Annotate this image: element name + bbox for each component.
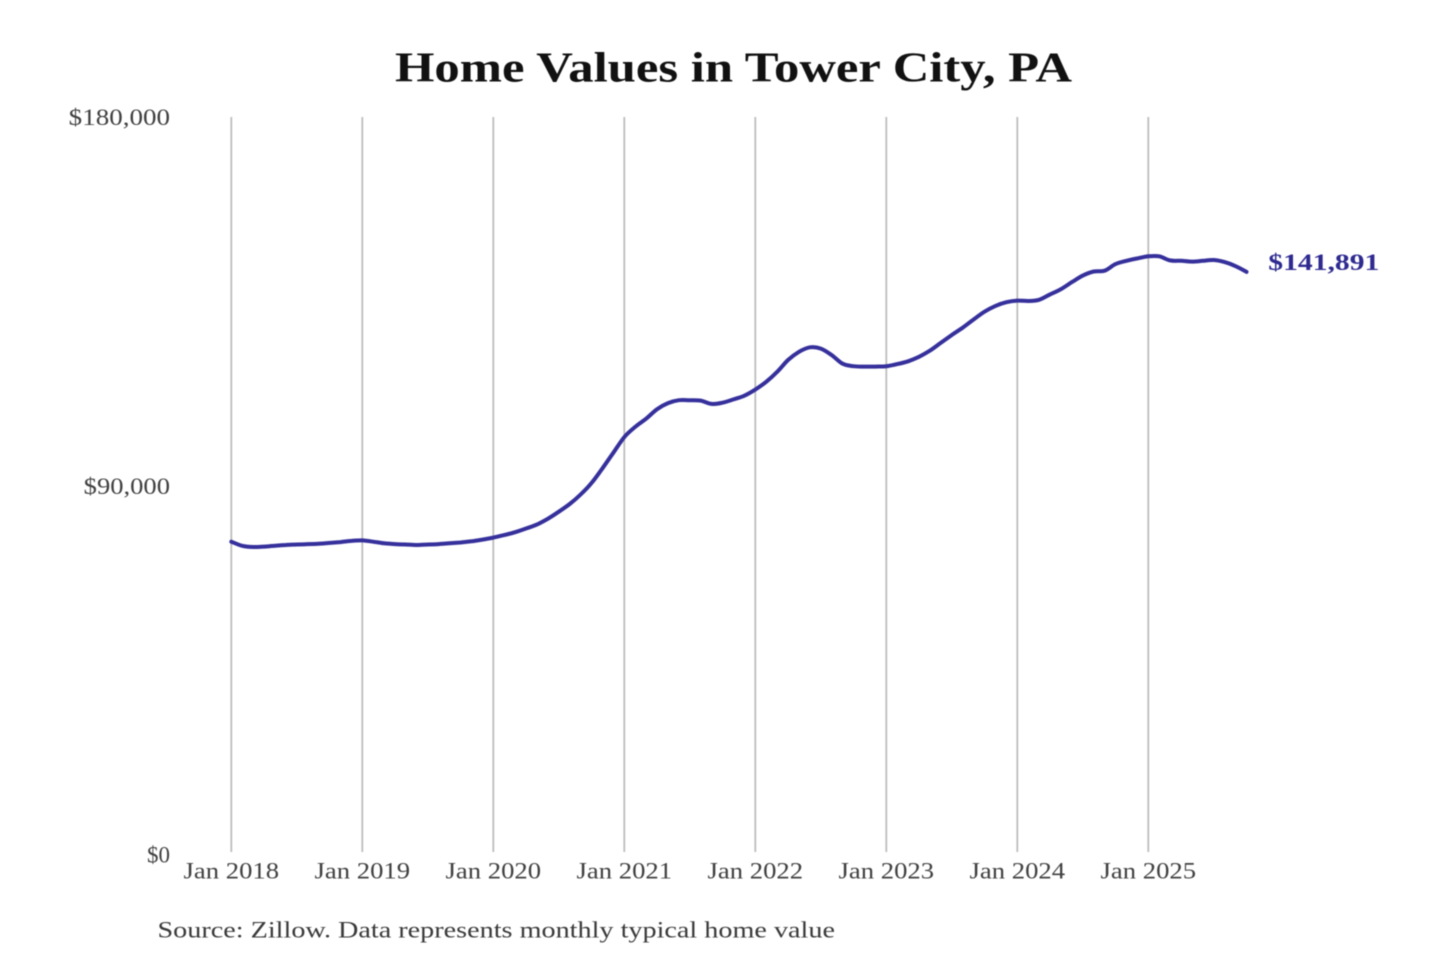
svg-text:Jan 2018: Jan 2018 <box>184 859 280 885</box>
svg-text:Jan 2020: Jan 2020 <box>446 859 542 885</box>
svg-text:Jan 2025: Jan 2025 <box>1101 859 1197 885</box>
svg-text:Jan 2021: Jan 2021 <box>577 859 673 885</box>
svg-text:$90,000: $90,000 <box>84 474 170 500</box>
svg-text:$180,000: $180,000 <box>69 105 170 131</box>
svg-text:$141,891: $141,891 <box>1268 250 1379 276</box>
svg-text:Source: Zillow. Data represent: Source: Zillow. Data represents monthly … <box>158 917 836 942</box>
svg-text:Home Values in Tower City, PA: Home Values in Tower City, PA <box>395 46 1073 92</box>
svg-text:Jan 2022: Jan 2022 <box>708 859 804 885</box>
svg-text:Jan 2023: Jan 2023 <box>839 859 935 885</box>
svg-text:Jan 2024: Jan 2024 <box>970 859 1066 885</box>
svg-text:Jan 2019: Jan 2019 <box>315 859 411 885</box>
svg-text:$0: $0 <box>147 843 170 869</box>
